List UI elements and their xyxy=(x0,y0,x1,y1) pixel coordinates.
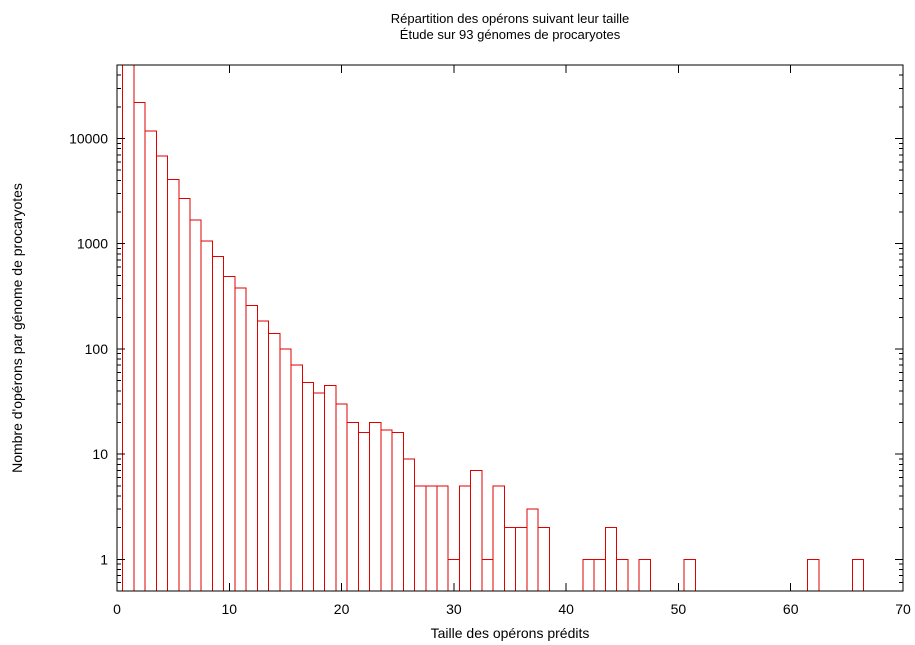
histogram-bar xyxy=(616,558,629,592)
histogram-bar xyxy=(256,320,270,592)
x-tick-label: 30 xyxy=(446,601,462,617)
histogram-bar xyxy=(807,558,820,592)
histogram-bar xyxy=(245,304,258,592)
x-tick-label: 50 xyxy=(671,601,687,617)
histogram-bar xyxy=(357,432,371,592)
histogram-bar xyxy=(144,130,157,592)
histogram-bar xyxy=(211,255,225,592)
histogram-bar xyxy=(537,527,550,592)
y-tick-label: 1000 xyxy=(77,236,108,252)
x-tick-label: 10 xyxy=(221,601,237,617)
histogram-bar xyxy=(234,287,247,592)
histogram-bar xyxy=(582,558,595,592)
histogram-bar xyxy=(470,469,483,592)
x-tick-label: 20 xyxy=(334,601,350,617)
x-tick-label: 0 xyxy=(113,601,121,617)
histogram-bar xyxy=(279,348,292,592)
histogram-bar xyxy=(851,558,865,592)
chart-title: Répartition des opérons suivant leur tai… xyxy=(391,11,629,26)
histogram-bar xyxy=(380,429,393,592)
histogram-bar xyxy=(155,155,169,592)
histogram-bar xyxy=(223,275,236,592)
histogram-bar xyxy=(515,527,528,592)
histogram-bar xyxy=(346,421,359,592)
x-tick-label: 40 xyxy=(558,601,574,617)
y-tick-label: 1 xyxy=(100,551,108,567)
histogram-bar xyxy=(683,558,696,592)
histogram-bar xyxy=(313,392,326,592)
histogram-bar xyxy=(189,219,202,592)
histogram-bar xyxy=(167,178,180,592)
histogram-bar xyxy=(481,558,494,592)
histogram-bar xyxy=(526,508,539,592)
histogram-bar xyxy=(268,333,281,592)
histogram-bar xyxy=(402,458,416,592)
histogram-bar xyxy=(604,527,618,592)
histogram-bar xyxy=(369,421,382,592)
histogram-bar xyxy=(593,558,606,592)
histogram-bar xyxy=(492,485,505,592)
axis-tick-labels: 0 10 20 30 40 50 60 70 1 10 100 1000 10000 xyxy=(69,131,911,617)
histogram-bar xyxy=(290,364,303,592)
plot-frame xyxy=(116,64,904,592)
histogram-bar xyxy=(458,485,472,592)
histogram-bar xyxy=(335,403,348,592)
x-tick-label: 60 xyxy=(783,601,799,617)
histogram-bar xyxy=(638,558,651,592)
x-axis-label: Taille des opérons prédits xyxy=(431,625,590,641)
bars-group xyxy=(122,64,865,592)
histogram-bar xyxy=(391,432,404,592)
histogram-bar xyxy=(414,485,427,592)
histogram-bar xyxy=(122,64,135,592)
histogram-bar xyxy=(324,384,337,592)
histogram-bar xyxy=(503,527,517,592)
y-tick-label: 100 xyxy=(85,341,109,357)
histogram-bar xyxy=(301,381,314,592)
histogram-bar xyxy=(436,485,449,592)
y-axis-label: Nombre d'opérons par génome de procaryot… xyxy=(9,183,25,473)
histogram-bar xyxy=(425,485,438,592)
chart-subtitle: Étude sur 93 génomes de procaryotes xyxy=(400,27,621,42)
histogram-bar xyxy=(133,102,146,592)
x-tick-label: 70 xyxy=(895,601,911,617)
y-tick-label: 10000 xyxy=(69,131,108,147)
histogram-bar xyxy=(200,240,213,592)
y-tick-label: 10 xyxy=(92,446,108,462)
histogram-bar xyxy=(178,197,191,592)
axis-ticks xyxy=(116,64,904,591)
